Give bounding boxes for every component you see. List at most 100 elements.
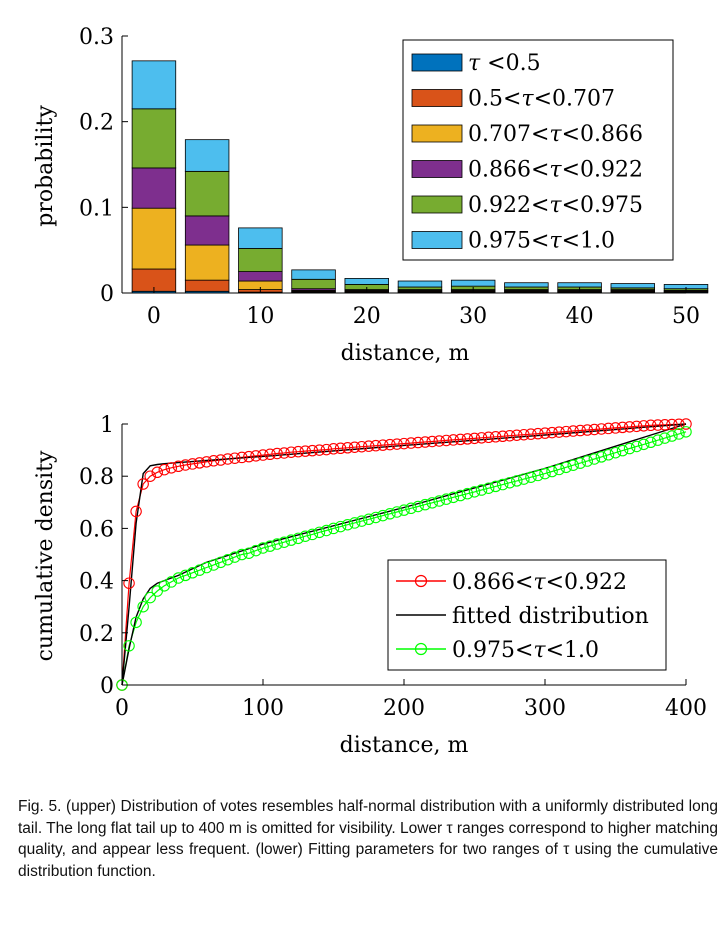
data-point <box>229 452 241 464</box>
data-point <box>454 489 467 502</box>
data-point <box>475 484 488 496</box>
data-point <box>475 432 488 444</box>
legend-swatch <box>411 89 463 107</box>
data-point <box>320 443 333 456</box>
bar-segment <box>184 215 230 246</box>
bar-segment <box>557 282 602 288</box>
data-point <box>673 428 685 440</box>
data-point <box>468 486 481 498</box>
data-point <box>616 444 629 457</box>
data-point <box>623 442 636 455</box>
data-point <box>553 463 565 476</box>
data-point <box>440 434 453 447</box>
upper-bar-chart: 00.10.20.30 10 20 30 40 50 τ <0.50.5<τ<0.7070… <box>33 25 709 366</box>
data-point <box>461 487 474 500</box>
y-tick-label: 0.1 <box>79 196 114 221</box>
legend-marker <box>414 574 428 588</box>
data-point <box>179 459 192 471</box>
data-point <box>200 456 213 468</box>
x-tick-label: 30 <box>459 304 487 329</box>
data-point <box>264 540 276 552</box>
data-point <box>525 428 537 440</box>
upper-x-axis-label: distance, m <box>341 341 470 366</box>
data-point <box>595 423 608 435</box>
data-point <box>320 524 333 537</box>
legend-label: 0.975<τ<1.0 <box>468 229 615 254</box>
data-point <box>250 544 262 557</box>
lower-y-axis-label: cumulative density <box>33 450 58 661</box>
data-point <box>532 427 544 440</box>
data-point <box>222 553 234 566</box>
data-point <box>588 423 601 436</box>
y-tick-label: 0.8 <box>79 465 114 490</box>
data-point <box>391 438 403 450</box>
data-point <box>511 429 523 441</box>
data-point <box>243 547 255 559</box>
data-point <box>609 422 622 434</box>
data-point <box>384 438 396 451</box>
data-point <box>123 577 135 589</box>
bar-segment <box>344 278 389 285</box>
x-tick-label: 40 <box>566 304 594 329</box>
bar-segment <box>450 279 496 287</box>
data-point <box>539 427 551 439</box>
data-point <box>172 460 185 473</box>
data-point <box>165 462 178 474</box>
data-point <box>377 439 389 451</box>
data-point <box>186 567 199 579</box>
data-point <box>426 435 438 448</box>
legend-label: τ <0.5 <box>468 51 541 76</box>
data-point <box>637 438 650 451</box>
x-tick-label: 0 <box>147 304 161 329</box>
y-tick-label: 0 <box>100 674 114 699</box>
data-point <box>278 536 290 548</box>
data-point <box>264 448 276 461</box>
data-point <box>630 420 643 433</box>
data-point <box>659 419 671 431</box>
y-tick-label: 0.2 <box>79 622 114 647</box>
data-point <box>433 495 445 507</box>
data-point <box>652 434 664 446</box>
data-point <box>236 451 248 464</box>
bar-segment <box>291 278 336 290</box>
legend-label: 0.866<τ<0.922 <box>452 570 627 595</box>
x-tick-label: 400 <box>665 696 707 721</box>
data-point <box>193 564 206 576</box>
data-point <box>370 439 382 452</box>
data-point <box>666 418 678 431</box>
data-point <box>405 502 417 515</box>
data-point <box>447 491 460 504</box>
data-point <box>327 443 340 455</box>
data-point <box>334 442 347 455</box>
data-point <box>482 431 495 444</box>
data-point <box>348 517 361 529</box>
data-point <box>560 461 572 474</box>
data-point <box>306 444 319 457</box>
data-point <box>588 453 601 465</box>
bar-segment <box>184 139 230 172</box>
data-point <box>398 504 410 516</box>
data-point <box>447 434 460 446</box>
data-point <box>433 435 445 447</box>
data-point <box>398 437 410 450</box>
data-point <box>222 453 234 465</box>
x-tick-label: 100 <box>242 696 284 721</box>
data-point <box>419 498 431 511</box>
data-point <box>207 455 220 467</box>
data-point <box>489 431 502 443</box>
x-tick-label: 200 <box>383 696 425 721</box>
lower-axes: 0 0.2 0.4 0.6 0.8 1 0 100 200 300 400 <box>79 413 707 721</box>
data-point <box>214 556 227 569</box>
legend-swatch <box>411 53 463 72</box>
fitted-line-upper <box>121 423 687 686</box>
data-point <box>680 426 692 438</box>
data-point <box>151 466 164 479</box>
data-point <box>546 465 558 478</box>
data-point <box>560 425 572 438</box>
data-point <box>158 580 171 592</box>
data-point <box>362 440 375 452</box>
data-point <box>348 441 361 453</box>
data-point <box>355 515 368 527</box>
data-point <box>144 470 156 482</box>
bar-segment <box>397 280 443 288</box>
